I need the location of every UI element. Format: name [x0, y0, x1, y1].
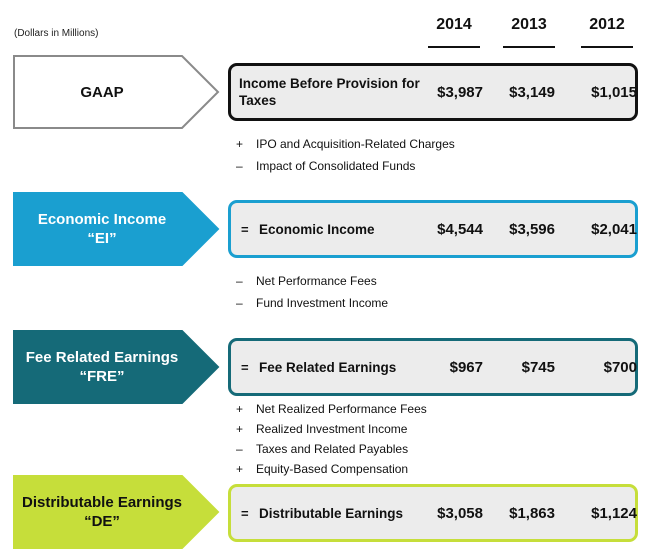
value-2012: $700	[603, 358, 637, 376]
adjustment-item: + Net Realized Performance Fees	[236, 402, 427, 416]
arrow-shape	[13, 192, 220, 266]
equals-sign: =	[241, 359, 249, 375]
arrow-label-gaap: GAAP	[80, 83, 124, 101]
row-label: Economic Income	[259, 221, 375, 237]
equals-sign: =	[241, 221, 249, 237]
arrow-shape	[13, 330, 220, 404]
arrow-shape	[13, 55, 220, 129]
row-fee-related-earnings: = Fee Related Earnings $967 $745 $700	[228, 338, 638, 396]
units-note: (Dollars in Millions)	[14, 28, 99, 39]
adjustment-item: + Realized Investment Income	[236, 422, 408, 436]
adjustment-item: – Impact of Consolidated Funds	[236, 159, 416, 173]
year-header-2014: 2014	[436, 16, 472, 33]
value-2012: $2,041	[591, 220, 637, 238]
row-economic-income: = Economic Income $4,544 $3,596 $2,041	[228, 200, 638, 258]
arrow-label-distributable-earnings: Distributable Earnings “DE”	[21, 494, 183, 530]
value-2014: $3,058	[437, 504, 483, 522]
equals-sign: =	[241, 505, 249, 521]
year-underline	[581, 46, 633, 48]
year-header-2012: 2012	[589, 16, 625, 33]
arrow-shape	[13, 475, 220, 549]
value-2012: $1,124	[591, 504, 637, 522]
year-underline	[428, 46, 480, 48]
value-2013: $1,863	[509, 504, 555, 522]
year-header-2013: 2013	[511, 16, 547, 33]
adjustment-item: – Taxes and Related Payables	[236, 442, 409, 456]
adjustment-item: – Net Performance Fees	[236, 274, 377, 288]
row-income-before-taxes: Income Before Provision for Taxes $3,987…	[228, 63, 638, 121]
arrow-gaap: GAAP	[12, 54, 220, 130]
row-distributable-earnings: = Distributable Earnings $3,058 $1,863 $…	[228, 484, 638, 542]
adjustment-item: – Fund Investment Income	[236, 296, 389, 310]
arrow-distributable-earnings: Distributable Earnings “DE”	[12, 474, 220, 550]
arrow-economic-income: Economic Income “EI”	[12, 191, 220, 267]
value-2014: $4,544	[437, 220, 483, 238]
row-label: Income Before Provision for Taxes	[239, 76, 420, 108]
row-label: Fee Related Earnings	[259, 359, 397, 375]
value-2013: $3,596	[509, 220, 555, 238]
year-underline	[503, 46, 555, 48]
value-2014: $967	[449, 358, 483, 376]
value-2014: $3,987	[437, 83, 483, 101]
value-2013: $3,149	[509, 83, 555, 101]
value-2013: $745	[521, 358, 555, 376]
adjustment-item: + IPO and Acquisition-Related Charges	[236, 137, 455, 151]
adjustment-item: + Equity-Based Compensation	[236, 462, 409, 476]
arrow-label-economic-income: Economic Income “EI”	[37, 211, 167, 247]
row-label: Distributable Earnings	[259, 505, 404, 521]
value-2012: $1,015	[591, 83, 637, 101]
arrow-fee-related-earnings: Fee Related Earnings “FRE”	[12, 329, 220, 405]
arrow-label-fee-related-earnings: Fee Related Earnings “FRE”	[25, 349, 179, 385]
